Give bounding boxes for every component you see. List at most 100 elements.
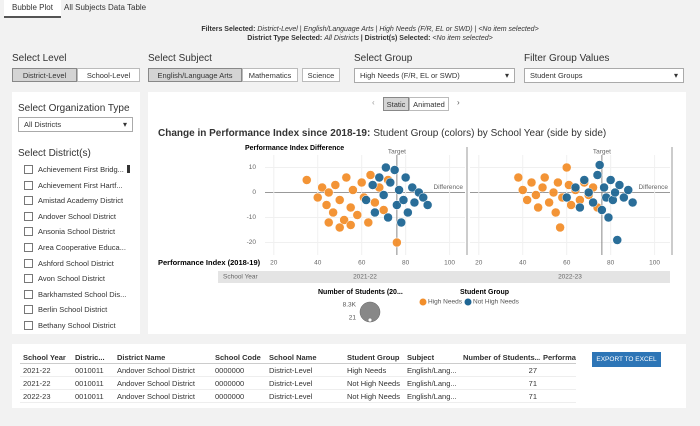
table-cell [540, 389, 576, 403]
filter-label: | District(s) Selected: [360, 35, 431, 42]
toggle-button[interactable]: School-Level [77, 68, 140, 82]
table-cell: 27 [460, 363, 540, 377]
district-name: Area Cooperative Educa... [38, 243, 126, 252]
district-item[interactable]: Achievement First Hartf... [24, 180, 123, 190]
checkbox[interactable] [24, 243, 33, 252]
y-tick-label: 10 [249, 164, 257, 171]
y-tick-label: 0 [252, 189, 256, 196]
district-item[interactable]: Ashford School District [24, 258, 114, 268]
checkbox[interactable] [24, 196, 33, 206]
bubble [407, 182, 418, 193]
bubble [328, 207, 338, 218]
bubble [517, 185, 528, 195]
scrollbar[interactable] [127, 165, 130, 173]
checkbox[interactable] [24, 211, 33, 221]
bubble [588, 197, 598, 208]
toggle-button[interactable]: English/Language Arts [148, 68, 242, 82]
dropdown[interactable]: High Needs (F/R, EL or SWD) [354, 68, 515, 83]
table-cell: 0010011 [72, 389, 114, 403]
bubble [537, 182, 548, 193]
table-cell: 0000000 [212, 363, 266, 377]
x-tick-label: 100 [444, 260, 455, 267]
export-button[interactable]: EXPORT TO EXCEL [592, 352, 661, 367]
district-item[interactable]: Avon School District [24, 274, 105, 284]
toggle-button[interactable]: Science [302, 68, 340, 82]
dropdown[interactable]: Student Groups [524, 68, 684, 83]
table-row: 2021-22 0010011 Andover School District 000… [20, 363, 576, 377]
checkbox[interactable] [24, 227, 33, 237]
bubble [374, 172, 385, 183]
toggle-button[interactable]: Mathematics [242, 68, 298, 82]
column-header: Performa [540, 351, 576, 364]
tab[interactable]: All Subjects Data Table [64, 3, 147, 12]
control-label: Select Group [354, 53, 413, 64]
dropdown[interactable]: All Districts [18, 117, 133, 132]
bubble [403, 207, 413, 218]
y-tick-label: -10 [247, 214, 257, 221]
bubble [323, 217, 334, 228]
bubble [575, 202, 585, 213]
bubble [341, 172, 352, 183]
checkbox[interactable] [24, 165, 33, 174]
column-header: School Year [20, 351, 72, 364]
legend-label: Not High Needs [473, 299, 520, 306]
data-table: School Year Distric... District Name School… [20, 351, 576, 403]
district-item[interactable]: Bethany School District [24, 321, 116, 330]
toggle-button[interactable]: District-Level [12, 68, 77, 82]
bubble [422, 200, 433, 210]
tab[interactable]: Bubble Plot [4, 0, 61, 18]
bubble [544, 197, 554, 208]
toggle-button[interactable]: Static [383, 97, 409, 111]
bubble [367, 180, 378, 190]
bubble [352, 210, 363, 220]
table-cell: 71 [460, 389, 540, 403]
bubble [561, 162, 572, 173]
bubble [592, 170, 603, 180]
column-header: School Code [212, 351, 266, 364]
checkbox[interactable] [24, 180, 33, 190]
bubble [398, 195, 409, 205]
district-item[interactable]: Amistad Academy District [24, 196, 123, 206]
bubble [566, 200, 576, 210]
table-cell: 0000000 [212, 376, 266, 390]
legend-swatch [464, 298, 472, 306]
toggle-button[interactable]: Animated [409, 97, 449, 111]
table-cell: Andover School District [114, 376, 212, 390]
bubble [605, 175, 616, 185]
bubble [623, 185, 633, 195]
column-header: Subject [404, 351, 460, 364]
table-cell: 2021-22 [20, 376, 72, 390]
bubble [539, 172, 550, 183]
prev-button[interactable]: ‹ [372, 98, 375, 107]
bubble [348, 185, 358, 195]
checkbox[interactable] [24, 274, 33, 284]
bubble [533, 202, 543, 213]
checkbox[interactable] [24, 321, 33, 330]
bubble [370, 197, 380, 208]
bubble [579, 175, 590, 185]
next-button[interactable]: › [457, 98, 460, 107]
column-header: Student Group [344, 351, 404, 364]
bubble [610, 187, 620, 198]
chart-panel [148, 92, 686, 334]
bubble [356, 177, 367, 188]
x-tick-label: 80 [607, 260, 615, 267]
x-tick-label: 80 [402, 260, 410, 267]
district-item[interactable]: Area Cooperative Educa... [24, 243, 126, 252]
district-item[interactable]: Ansonia School District [24, 227, 115, 237]
district-item[interactable]: Andover School District [24, 211, 116, 221]
control-label: Select District(s) [18, 148, 91, 159]
bubble [548, 187, 559, 198]
district-item[interactable]: Achievement First Bridg... [24, 165, 124, 174]
checkbox[interactable] [24, 289, 33, 299]
bubble [321, 200, 332, 210]
bubble [555, 222, 565, 233]
district-item[interactable]: Barkhamsted School Dis... [24, 289, 127, 299]
table-cell: Not High Needs [344, 376, 404, 390]
checkbox[interactable] [24, 258, 33, 268]
district-item[interactable]: Berlin School District [24, 305, 107, 315]
control-label: Select Organization Type [18, 103, 130, 114]
checkbox[interactable] [24, 305, 33, 315]
district-name: Barkhamsted School Dis... [38, 289, 127, 299]
bubble [599, 182, 609, 193]
